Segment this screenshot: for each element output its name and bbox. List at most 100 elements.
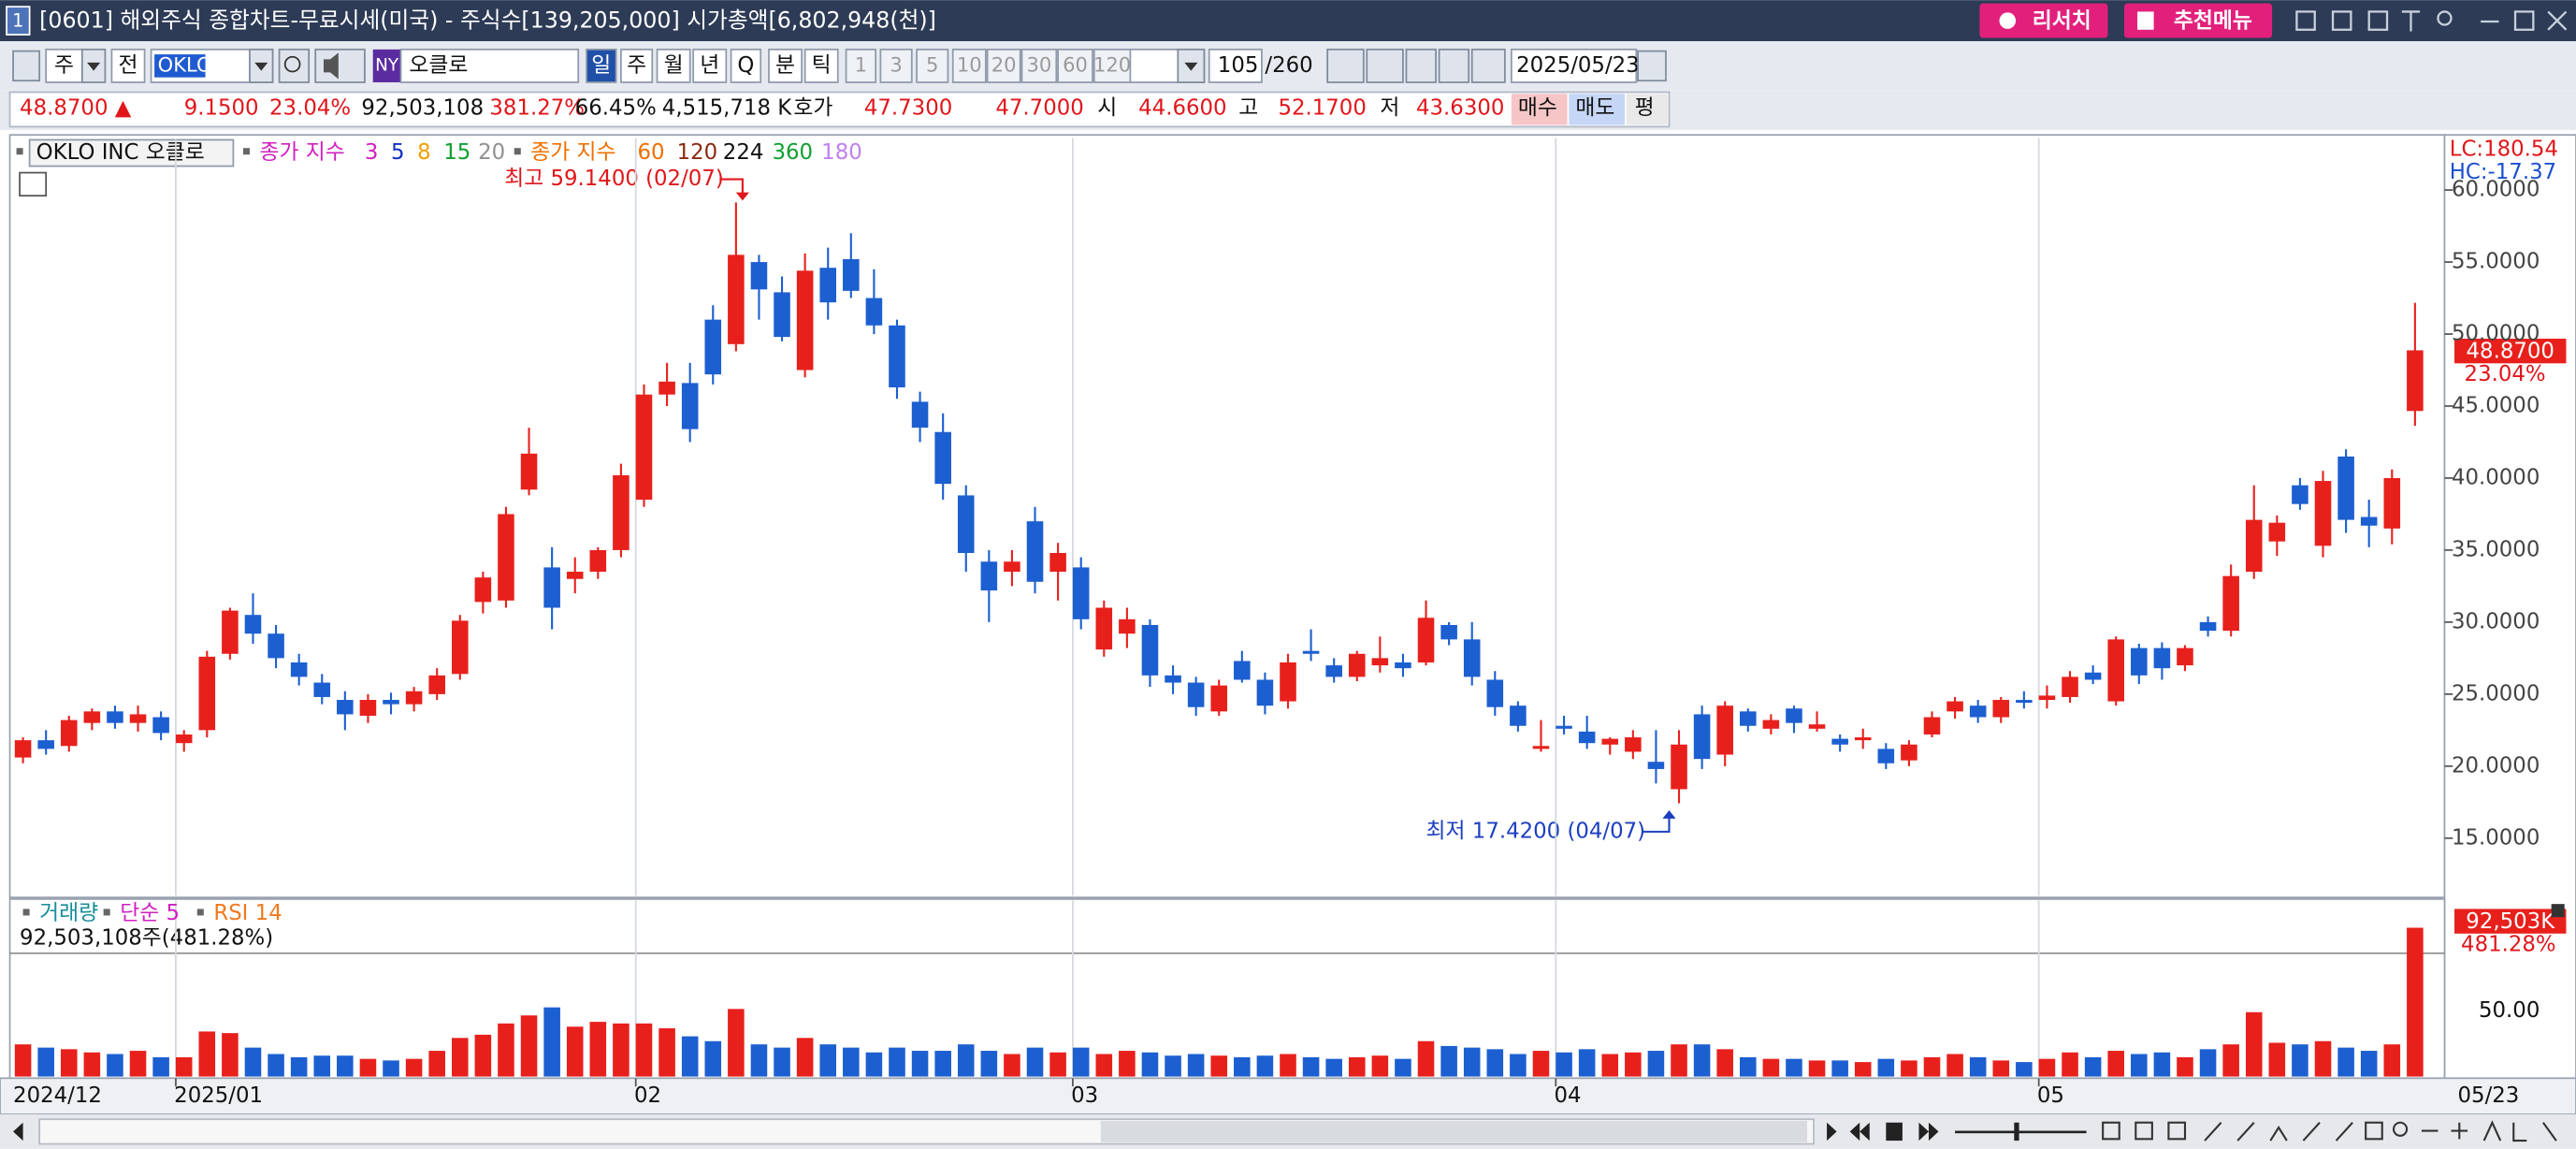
tool-icon[interactable]	[1326, 48, 1365, 83]
legend-marker	[196, 909, 204, 916]
period-label[interactable]: 월	[664, 53, 684, 78]
period-label[interactable]: 30	[1027, 52, 1052, 76]
average-button[interactable]	[1626, 94, 1668, 125]
legend-marker	[103, 909, 110, 916]
volume-bar	[1740, 1056, 1757, 1077]
period-button[interactable]	[879, 48, 913, 83]
research-label[interactable]: 리서치	[2033, 8, 2091, 33]
count[interactable]: 105	[1218, 53, 1259, 78]
date[interactable]: 2025/05/23	[1516, 53, 1640, 78]
volume-bar	[819, 1044, 836, 1077]
period-button[interactable]	[1020, 48, 1058, 83]
rewind[interactable]	[1849, 1122, 1870, 1142]
icon[interactable]	[2295, 10, 2316, 31]
candle-body	[2292, 485, 2308, 504]
zoom[interactable]	[2392, 1121, 2409, 1137]
legend-item: 3	[365, 140, 379, 165]
period-label[interactable]: 분	[775, 53, 795, 78]
icon[interactable]	[2135, 1121, 2153, 1141]
volume-bar	[1625, 1052, 1642, 1077]
market[interactable]: 주	[54, 53, 74, 78]
quote-item[interactable]: 평	[1635, 96, 1655, 121]
icon[interactable]	[2437, 10, 2453, 26]
dropdown-arrow	[254, 62, 268, 71]
period-button[interactable]	[692, 48, 728, 83]
period-button[interactable]	[1093, 48, 1132, 83]
period-button[interactable]	[768, 48, 803, 83]
stop[interactable]	[1886, 1122, 1903, 1142]
period-label[interactable]: 틱	[812, 53, 832, 78]
period-label[interactable]: 60	[1063, 52, 1088, 76]
forward[interactable]	[1918, 1122, 1939, 1142]
icon[interactable]	[2367, 10, 2389, 31]
period-button[interactable]	[730, 48, 762, 83]
period-label[interactable]: 120	[1093, 52, 1131, 76]
buy-button[interactable]	[1511, 94, 1568, 125]
quote-item[interactable]: 매수	[1518, 96, 1557, 121]
play[interactable]	[1827, 1122, 1837, 1142]
period-label[interactable]: 주	[627, 53, 646, 78]
date-input[interactable]	[1510, 48, 1638, 83]
recommend-label[interactable]: 추천메뉴	[2174, 8, 2252, 33]
period-button[interactable]	[845, 48, 877, 83]
period-label[interactable]: 년	[700, 53, 719, 78]
period-button[interactable]	[803, 48, 839, 83]
candle-body	[1072, 567, 1090, 619]
period-label[interactable]: 3	[890, 52, 902, 76]
layout-icon[interactable]	[12, 50, 41, 82]
symbol[interactable]: OKLO	[158, 52, 212, 76]
period-label[interactable]: Q	[737, 53, 754, 78]
x-axis	[0, 1077, 2576, 1115]
period-label[interactable]: 10	[957, 52, 982, 76]
period-button[interactable]	[951, 48, 987, 83]
speed-thumb[interactable]	[2014, 1122, 2019, 1142]
volume-bar	[107, 1054, 123, 1077]
speed-slider[interactable]	[1955, 1130, 2087, 1134]
maximize[interactable]	[2513, 10, 2535, 31]
research-button[interactable]	[1979, 3, 2108, 38]
calendar-icon[interactable]	[1637, 50, 1667, 82]
tool-icon[interactable]	[1366, 48, 1404, 83]
scroll-left[interactable]	[13, 1122, 23, 1142]
period-button[interactable]	[986, 48, 1021, 83]
scope-button[interactable]	[110, 48, 146, 83]
period-button[interactable]	[586, 48, 617, 83]
period-label[interactable]: 20	[991, 52, 1017, 76]
name-field[interactable]	[399, 48, 580, 83]
search-button[interactable]	[278, 48, 311, 83]
volume-bar	[1004, 1054, 1020, 1077]
scroll-thumb[interactable]	[1100, 1120, 1808, 1142]
icon[interactable]	[2401, 10, 2421, 32]
save-icon[interactable]	[1438, 48, 1470, 83]
volume-bar	[1786, 1058, 1802, 1077]
sell-button[interactable]	[1569, 94, 1626, 125]
tool-icons	[2102, 1120, 2557, 1142]
period-button[interactable]	[1057, 48, 1093, 83]
y-tick-label: 50.0000	[2452, 322, 2540, 346]
quote-item[interactable]: 매도	[1575, 96, 1614, 121]
period-button[interactable]	[656, 48, 691, 83]
candle-body	[681, 383, 699, 429]
icon[interactable]	[2365, 1121, 2383, 1141]
period-label[interactable]: 5	[926, 52, 938, 76]
candle-body	[1601, 738, 1619, 745]
scope[interactable]: 전	[118, 53, 137, 78]
period-label[interactable]: 일	[591, 53, 611, 78]
count-input[interactable]	[1208, 48, 1263, 83]
icon[interactable]	[2421, 1120, 2557, 1142]
period-button[interactable]	[620, 48, 654, 83]
icon[interactable]	[2204, 1122, 2353, 1142]
close[interactable]	[2547, 10, 2568, 31]
recommend-button[interactable]	[2123, 3, 2273, 38]
icon[interactable]	[2102, 1121, 2120, 1141]
period-button[interactable]	[916, 48, 949, 83]
icon[interactable]	[2167, 1121, 2187, 1141]
icon[interactable]	[2331, 10, 2352, 31]
period-label[interactable]: 1	[855, 52, 867, 76]
tool-icon[interactable]	[1405, 48, 1437, 83]
settings-icon[interactable]	[1470, 48, 1506, 83]
panel-close[interactable]	[2551, 904, 2565, 918]
sound-button[interactable]	[314, 48, 366, 83]
candle-body	[1463, 639, 1481, 677]
